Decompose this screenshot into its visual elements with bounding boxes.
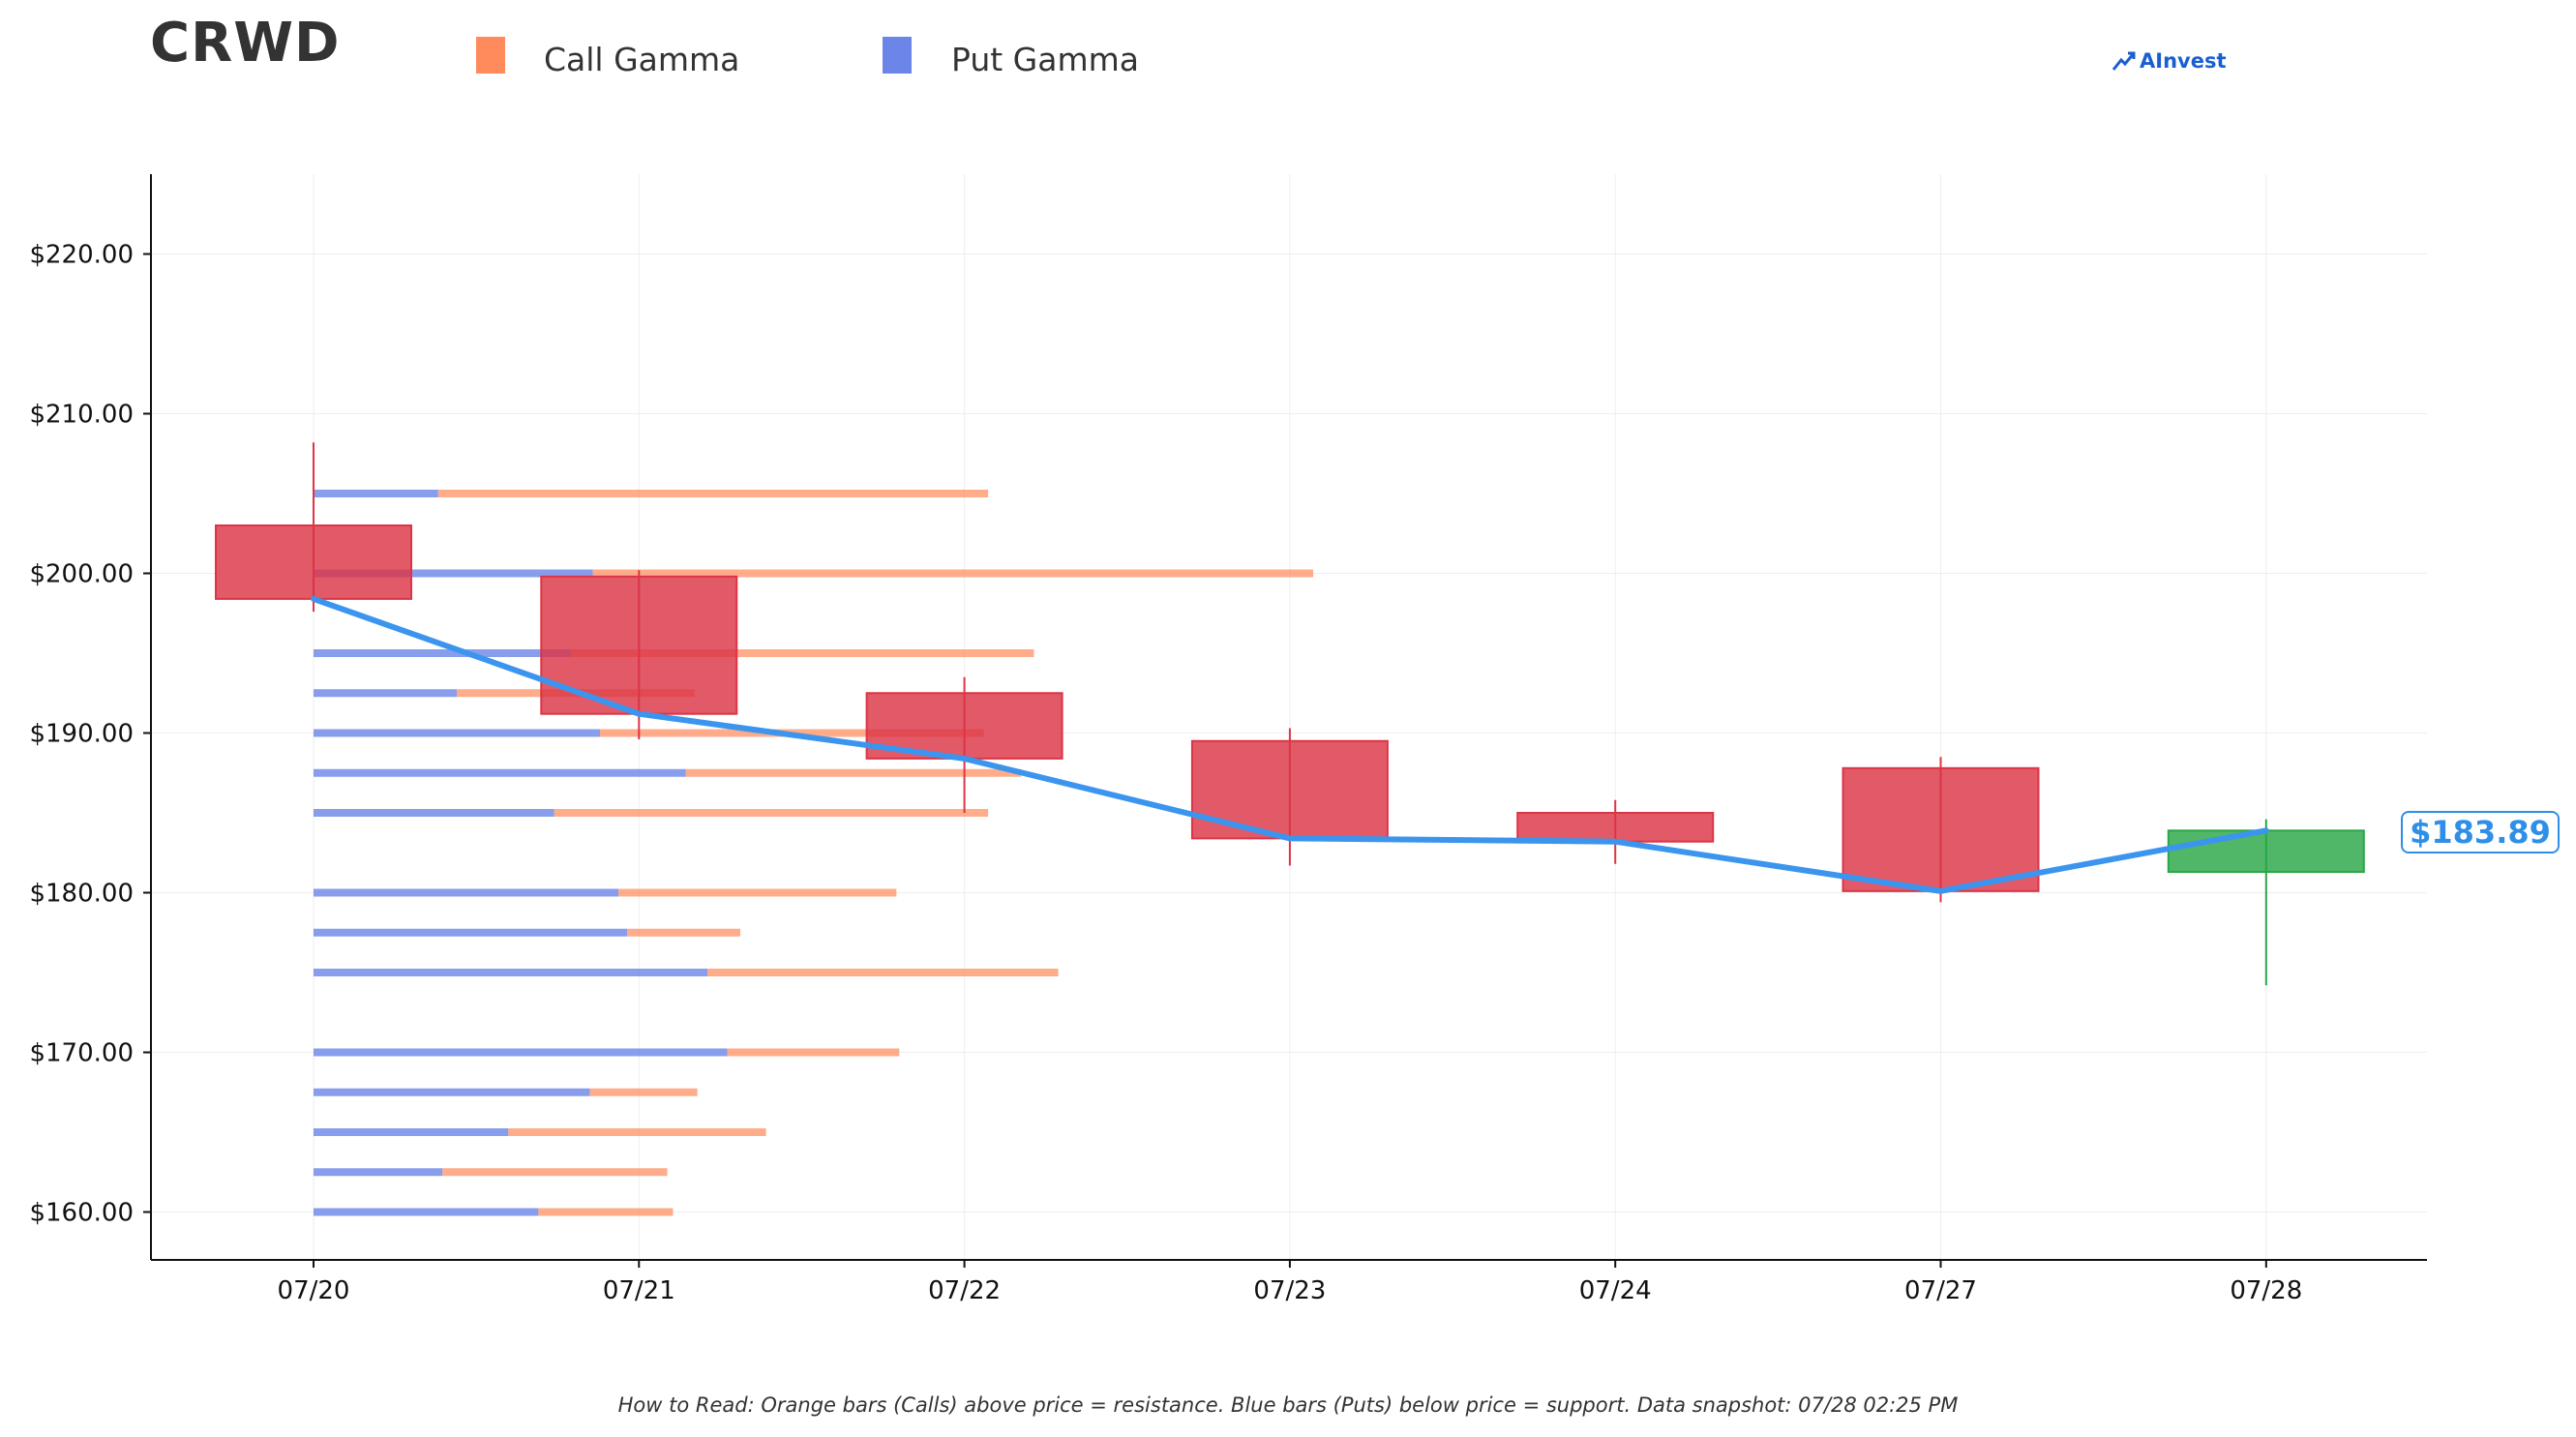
y-axis-ticks: $160.00 $170.00 $180.00 $190.00 $200.00 $210.… [29, 241, 151, 1228]
brand-name: AInvest [2140, 49, 2227, 73]
chart-title: CRWD [150, 12, 341, 75]
put-gamma-legend-label: Put Gamma [951, 41, 1139, 78]
axes [150, 174, 2427, 1261]
last-price-badge: $183.89 [2401, 811, 2560, 853]
x-tick-label: 07/27 [1904, 1276, 1977, 1305]
gamma-bars [314, 490, 1314, 1216]
x-tick-label: 07/24 [1579, 1276, 1652, 1305]
y-tick-label: $210.00 [29, 401, 134, 430]
put-gamma-legend-swatch [883, 37, 912, 74]
x-tick-label: 07/22 [928, 1276, 1001, 1305]
y-tick-label: $180.00 [29, 880, 134, 909]
y-tick-label: $220.00 [29, 241, 134, 270]
candle-body [1516, 812, 1715, 843]
call-gamma-legend-swatch [476, 37, 505, 74]
close-price-series [311, 595, 2269, 894]
y-tick-label: $190.00 [29, 720, 134, 749]
brand-logo: AInvest [2112, 49, 2227, 73]
x-tick-label: 07/21 [603, 1276, 675, 1305]
y-tick-label: $200.00 [29, 560, 134, 589]
x-axis-ticks: 07/20 07/21 07/22 07/23 07/24 07/27 07/28 [278, 1260, 2302, 1305]
close-price-line [311, 595, 2269, 894]
candle-body [1842, 766, 2040, 892]
brand-chart-icon [2112, 51, 2136, 71]
candle-body [215, 524, 412, 600]
y-tick-label: $160.00 [29, 1199, 134, 1228]
x-tick-label: 07/28 [2230, 1276, 2302, 1305]
y-tick-label: $170.00 [29, 1039, 134, 1068]
x-tick-label: 07/23 [1253, 1276, 1326, 1305]
candlesticks [215, 442, 2365, 986]
candle-body [540, 575, 738, 715]
x-tick-label: 07/20 [278, 1276, 350, 1305]
chart-footnote: How to Read: Orange bars (Calls) above p… [617, 1393, 1959, 1417]
call-gamma-legend-label: Call Gamma [544, 41, 740, 78]
candle-body [2167, 829, 2365, 874]
grid-lines [151, 174, 2427, 1260]
